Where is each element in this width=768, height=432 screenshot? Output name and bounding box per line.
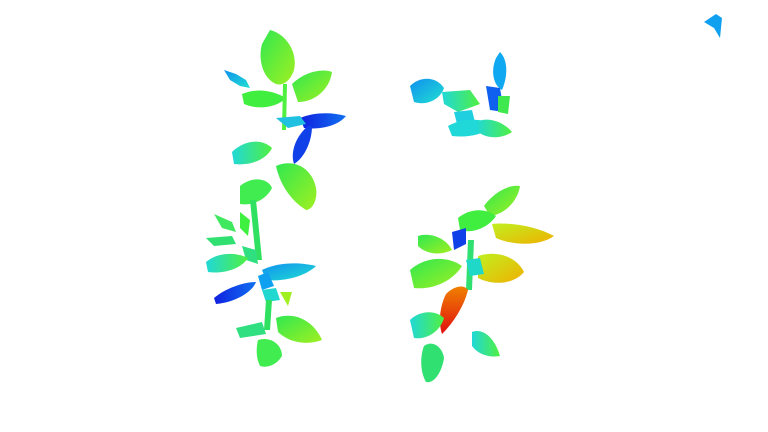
leaf [458,210,496,232]
leaf [206,253,248,273]
leaf [421,343,444,383]
top-right-plant [410,52,512,138]
leaf [472,331,500,357]
leaf [276,163,317,210]
stem [250,200,262,260]
bottom-right-plant [410,185,554,383]
leaf [214,282,256,304]
leaf [256,338,282,367]
leaf [262,263,316,281]
leaf [276,315,322,343]
leaf [484,185,520,216]
leaf [214,214,236,232]
leaf [493,52,507,90]
leaf [260,30,295,85]
leaf [704,14,722,38]
leaf [224,70,250,88]
leaf [240,179,272,205]
leaf [292,70,332,102]
leaf [478,253,524,283]
leaf [262,288,280,302]
leaf [280,292,292,306]
leaf [466,258,484,276]
leaf [476,119,512,138]
leaf [292,126,312,164]
leaf [410,258,462,289]
leaf [418,234,452,254]
leaf [242,90,286,108]
leaf [206,236,236,246]
leaf [258,272,274,290]
leaf [410,78,444,104]
leaf [442,90,480,112]
leaf [232,141,272,165]
stem [264,300,272,330]
leaf [410,312,444,339]
leaf [276,116,306,128]
leaf [452,228,466,250]
small-fragment [704,14,722,38]
leaf [300,113,346,129]
leaf [492,223,554,244]
left-plant [206,30,346,367]
leaf [240,212,250,236]
leaf [236,322,266,338]
leaf [439,286,468,334]
leaf [498,96,510,114]
